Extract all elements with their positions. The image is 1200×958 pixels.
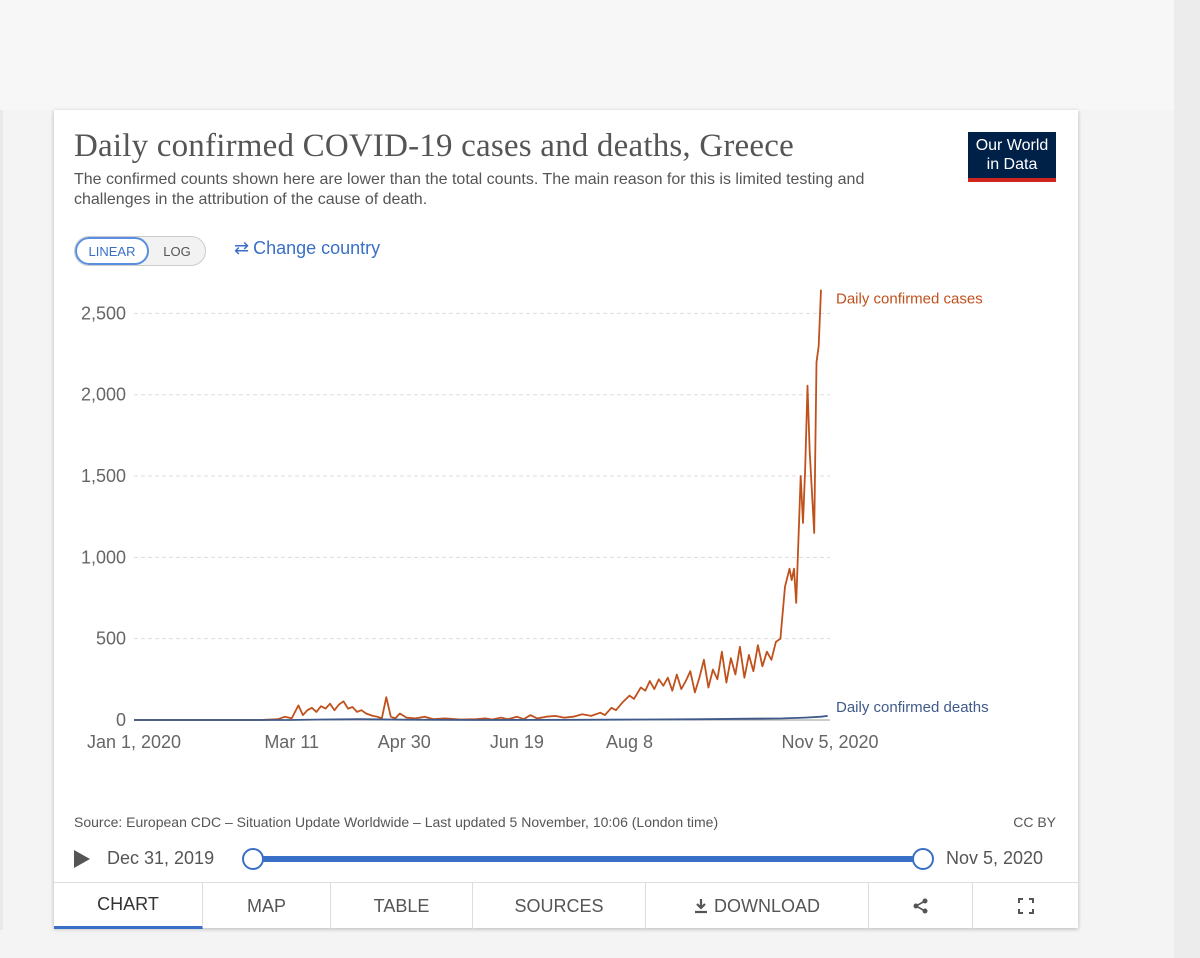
y-tick-label: 2,000 (81, 385, 126, 405)
tab-bar: CHART MAP TABLE SOURCES DOWNLOAD (54, 882, 1078, 929)
y-tick-label: 1,000 (81, 547, 126, 567)
deaths-line (134, 715, 828, 721)
swap-arrows-icon: ⇄ (234, 238, 250, 258)
fullscreen-button[interactable] (973, 883, 1078, 929)
tab-download-label: DOWNLOAD (713, 895, 820, 916)
timeline-start-label: Dec 31, 2019 (107, 848, 215, 868)
share-button[interactable] (869, 883, 973, 929)
chart-title: Daily confirmed COVID-19 cases and death… (74, 128, 794, 164)
cases-line (134, 289, 822, 721)
timeline-start-handle[interactable] (242, 848, 264, 870)
series-labels: Daily confirmed cases Daily confirmed dea… (836, 291, 989, 716)
log-button[interactable]: LOG (163, 243, 191, 259)
tab-table-label: TABLE (373, 895, 430, 916)
change-country-link[interactable]: ⇄ Change country (234, 238, 380, 259)
source-note: Source: European CDC – Situation Update … (74, 814, 719, 830)
x-tick-label: Aug 8 (606, 732, 653, 752)
y-tick-label: 1,500 (81, 466, 126, 486)
share-icon (913, 898, 927, 914)
timeline-end-handle[interactable] (912, 848, 934, 870)
tab-map-label: MAP (246, 895, 286, 916)
chart-subtitle: The confirmed counts shown here are lowe… (74, 171, 865, 208)
timeline-end-label: Nov 5, 2020 (946, 848, 1044, 868)
scrollbar-track[interactable] (1174, 0, 1200, 958)
cases-series-label: Daily confirmed cases (836, 291, 983, 308)
grid-lines (134, 312, 830, 721)
logo-line-2: in Data (986, 156, 1038, 173)
tab-map[interactable]: MAP (203, 883, 331, 929)
tab-sources-label: SOURCES (514, 895, 604, 916)
left-edge (0, 110, 3, 930)
timeline-track[interactable] (252, 856, 924, 862)
y-tick-label: 500 (96, 629, 126, 649)
linear-button[interactable]: LINEAR (75, 237, 149, 265)
tab-download[interactable]: DOWNLOAD (646, 883, 869, 929)
tab-sources[interactable]: SOURCES (473, 883, 646, 929)
y-tick-label: 2,500 (81, 303, 126, 323)
x-tick-label: Jun 19 (490, 732, 544, 752)
deaths-series-label: Daily confirmed deaths (836, 699, 989, 716)
owid-logo[interactable]: Our World in Data (968, 132, 1056, 182)
tab-chart-label: CHART (97, 894, 159, 914)
x-tick-label: Jan 1, 2020 (87, 732, 181, 752)
tab-chart[interactable]: CHART (54, 883, 203, 929)
download-icon (694, 899, 707, 914)
play-icon[interactable] (74, 850, 90, 868)
page-top-band (0, 0, 1200, 110)
x-tick-label: Mar 11 (264, 732, 319, 752)
change-country-label: Change country (253, 238, 381, 258)
scale-toggle[interactable]: LINEAR LOG (74, 236, 206, 266)
x-tick-labels: Jan 1, 2020 Mar 11 Apr 30 Jun 19 Aug 8 Nov 5,… (87, 732, 879, 752)
x-tick-label: Apr 30 (378, 732, 431, 752)
timeline[interactable]: Dec 31, 2019 Nov 5, 2020 (74, 846, 1064, 872)
y-tick-labels: 0 500 1,000 1,500 2,000 2,500 (81, 303, 126, 730)
series-lines (134, 289, 828, 721)
chart-card: Daily confirmed COVID-19 cases and death… (54, 110, 1078, 929)
line-chart: 0 500 1,000 1,500 2,000 2,500 Jan 1, 2020 Mar … (81, 289, 989, 752)
logo-line-1: Our World (975, 137, 1049, 154)
tab-table[interactable]: TABLE (331, 883, 473, 929)
license-link[interactable]: CC BY (1013, 814, 1056, 830)
fullscreen-icon (1017, 898, 1034, 914)
x-tick-label: Nov 5, 2020 (781, 732, 878, 752)
y-tick-label: 0 (116, 710, 126, 730)
